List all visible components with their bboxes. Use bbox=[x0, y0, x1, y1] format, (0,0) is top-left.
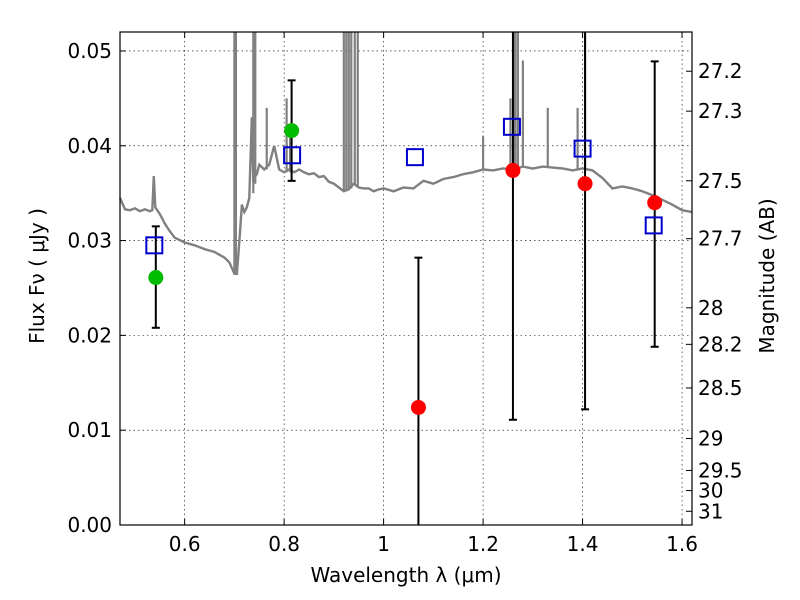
mag-tick-label: 27.5 bbox=[698, 169, 743, 193]
mag-tick-label: 28.2 bbox=[698, 332, 743, 356]
model-square-point bbox=[502, 117, 521, 136]
grid bbox=[120, 32, 692, 526]
data-point bbox=[647, 195, 663, 211]
mag-tick-label: 27.7 bbox=[698, 227, 743, 251]
y-axis-right-label: Magnitude (AB) bbox=[755, 198, 779, 353]
spectrum-line bbox=[118, 117, 693, 275]
mag-tick-label: 29 bbox=[698, 427, 723, 451]
plot-area bbox=[118, 32, 693, 525]
data-point bbox=[505, 162, 521, 178]
plot-frame bbox=[119, 31, 693, 526]
mag-tick-label: 27.3 bbox=[698, 99, 743, 123]
y-axis-label: Flux Fν ( μJy ) bbox=[25, 208, 49, 344]
x-tick-label: 1 bbox=[377, 532, 390, 556]
y-tick-label: 0.01 bbox=[67, 418, 112, 442]
mag-tick-label: 28 bbox=[698, 296, 723, 320]
mag-tick-label: 27.2 bbox=[698, 59, 743, 83]
x-axis-label: Wavelength λ (μm) bbox=[310, 563, 501, 587]
y-tick-label: 0.04 bbox=[67, 134, 112, 158]
y-tick-label: 0.03 bbox=[67, 229, 112, 253]
data-point bbox=[148, 270, 164, 286]
x-tick-label: 1.4 bbox=[567, 532, 599, 556]
model-square-point bbox=[145, 236, 164, 255]
y-tick-label: 0.02 bbox=[67, 323, 112, 347]
x-tick-label: 0.6 bbox=[169, 532, 201, 556]
axis-ticks: 0.6 0.8 1 1.2 1.4 1.6 0.00 0.01 0.02 0.03 0.04 0.05… bbox=[67, 32, 743, 556]
mag-tick-label: 28.5 bbox=[698, 376, 743, 400]
mag-tick-label: 30 bbox=[698, 479, 723, 503]
data-point bbox=[577, 176, 593, 192]
y-tick-label: 0.00 bbox=[67, 513, 112, 537]
model-square-point bbox=[644, 216, 663, 235]
x-tick-label: 1.2 bbox=[467, 532, 499, 556]
model-square-point bbox=[405, 148, 424, 167]
mag-tick-label: 29.5 bbox=[698, 458, 743, 482]
x-tick-label: 0.8 bbox=[268, 532, 300, 556]
data-point bbox=[284, 123, 300, 139]
model-square-point bbox=[573, 139, 592, 158]
mag-tick-label: 31 bbox=[698, 499, 723, 523]
model-square-point bbox=[283, 146, 302, 165]
data-point bbox=[410, 399, 426, 415]
x-tick-label: 1.6 bbox=[666, 532, 698, 556]
y-tick-label: 0.05 bbox=[67, 39, 112, 63]
